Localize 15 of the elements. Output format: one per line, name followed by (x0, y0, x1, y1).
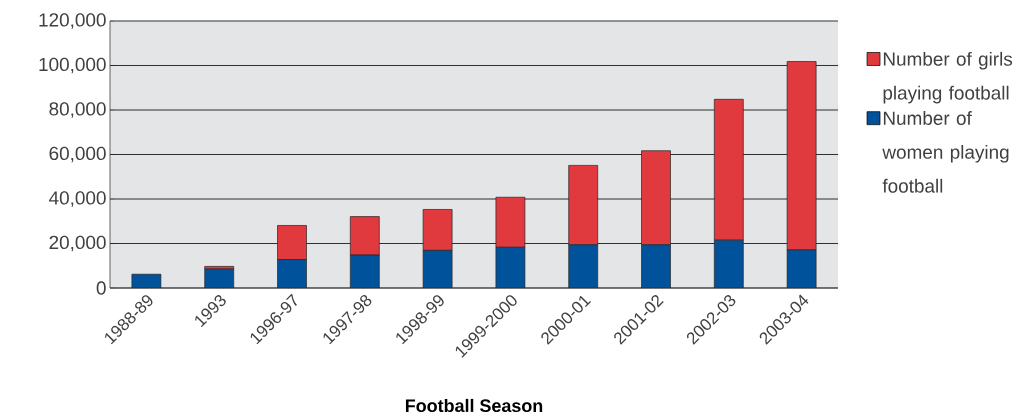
y-tick-label: 20,000 (49, 235, 106, 252)
y-tick-label: 100,000 (39, 57, 106, 74)
x-axis-title: Football Season (405, 398, 543, 413)
bar (713, 239, 744, 288)
bar (641, 244, 671, 288)
legend-label: Number of girls playing football (883, 51, 1013, 104)
y-tick-label: 0 (96, 281, 106, 295)
y-tick-label: 80,000 (49, 102, 106, 118)
bar (349, 254, 380, 288)
legend-label: Number of women playing football (882, 111, 1009, 193)
y-tick-label: 120,000 (39, 13, 106, 29)
bar (568, 244, 599, 288)
y-tick-label: 60,000 (49, 146, 106, 163)
bar (277, 259, 307, 288)
y-tick-label: 40,000 (49, 191, 106, 207)
